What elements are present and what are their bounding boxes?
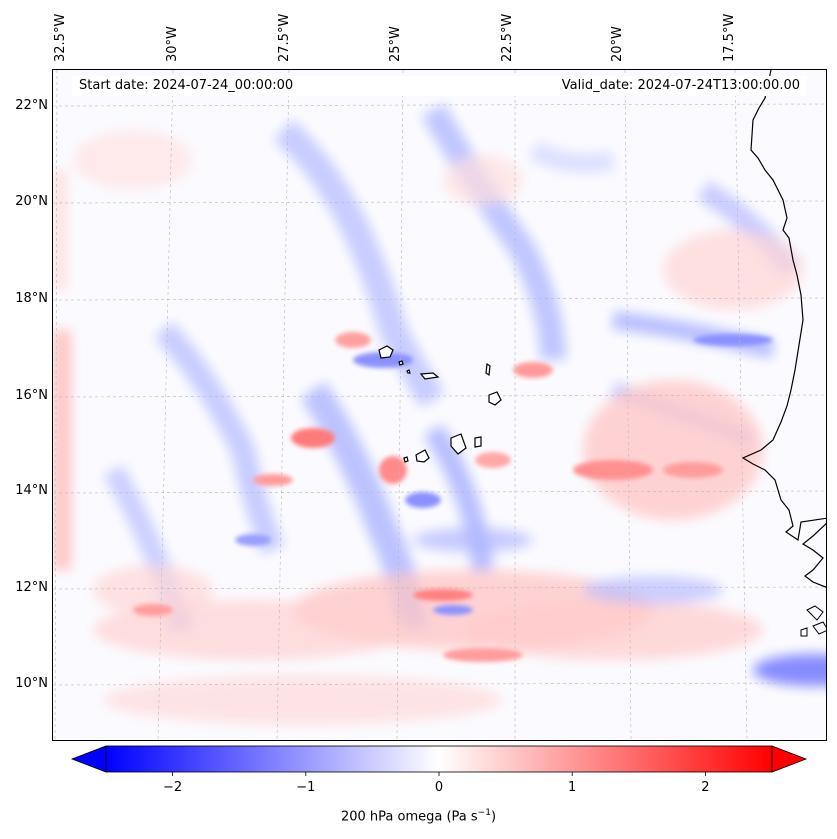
- lon-label: 32.5°W: [53, 13, 68, 62]
- header-band: [72, 76, 806, 96]
- lat-label: 18°N: [15, 291, 48, 306]
- lon-label: 22.5°W: [500, 13, 515, 62]
- colorbar-title-exponent: −1: [477, 808, 491, 818]
- lat-label: 14°N: [15, 483, 48, 498]
- africa-coastline-south: [801, 523, 826, 588]
- colorbar-extend-high: [771, 745, 808, 773]
- colorbar-tick-label: −1: [296, 780, 316, 795]
- graticule: [53, 70, 826, 740]
- lon-label: 25°W: [388, 26, 403, 62]
- colorbar-body: [105, 745, 773, 773]
- lat-label: 20°N: [15, 194, 48, 209]
- colorbar-tick-label: 1: [568, 780, 577, 795]
- cape-verde-islands: [378, 345, 502, 463]
- lat-label: 10°N: [15, 676, 48, 691]
- valid-date-label: Valid_date: 2024-07-24T13:00:00.00: [561, 78, 800, 93]
- colorbar-title-suffix: ): [490, 809, 497, 825]
- omega-field: [53, 103, 826, 725]
- colorbar-extend-low: [70, 745, 107, 773]
- colorbar-tick-label: 2: [701, 780, 710, 795]
- colorbar-tick-label: 0: [434, 780, 444, 795]
- lon-label: 20°W: [610, 26, 625, 62]
- lat-label: 16°N: [15, 388, 48, 403]
- colorbar-tick-label: −2: [163, 780, 183, 795]
- start-date-label: Start date: 2024-07-24_00:00:00: [79, 78, 294, 93]
- lat-label: 22°N: [15, 98, 48, 113]
- omega-field-detail: [133, 332, 773, 662]
- omega-field-map: [53, 70, 826, 740]
- map-panel: [52, 69, 827, 741]
- lon-label: 17.5°W: [722, 13, 737, 62]
- lon-label: 27.5°W: [277, 13, 292, 62]
- colorbar-title: 200 hPa omega (Pa s−1): [0, 808, 837, 824]
- colorbar: [70, 745, 808, 776]
- bijagos-islands: [800, 605, 826, 637]
- colorbar-title-prefix: 200 hPa omega (Pa s: [340, 809, 478, 825]
- lat-label: 12°N: [15, 580, 48, 595]
- africa-coastline: [741, 70, 826, 542]
- lon-label: 30°W: [165, 26, 180, 62]
